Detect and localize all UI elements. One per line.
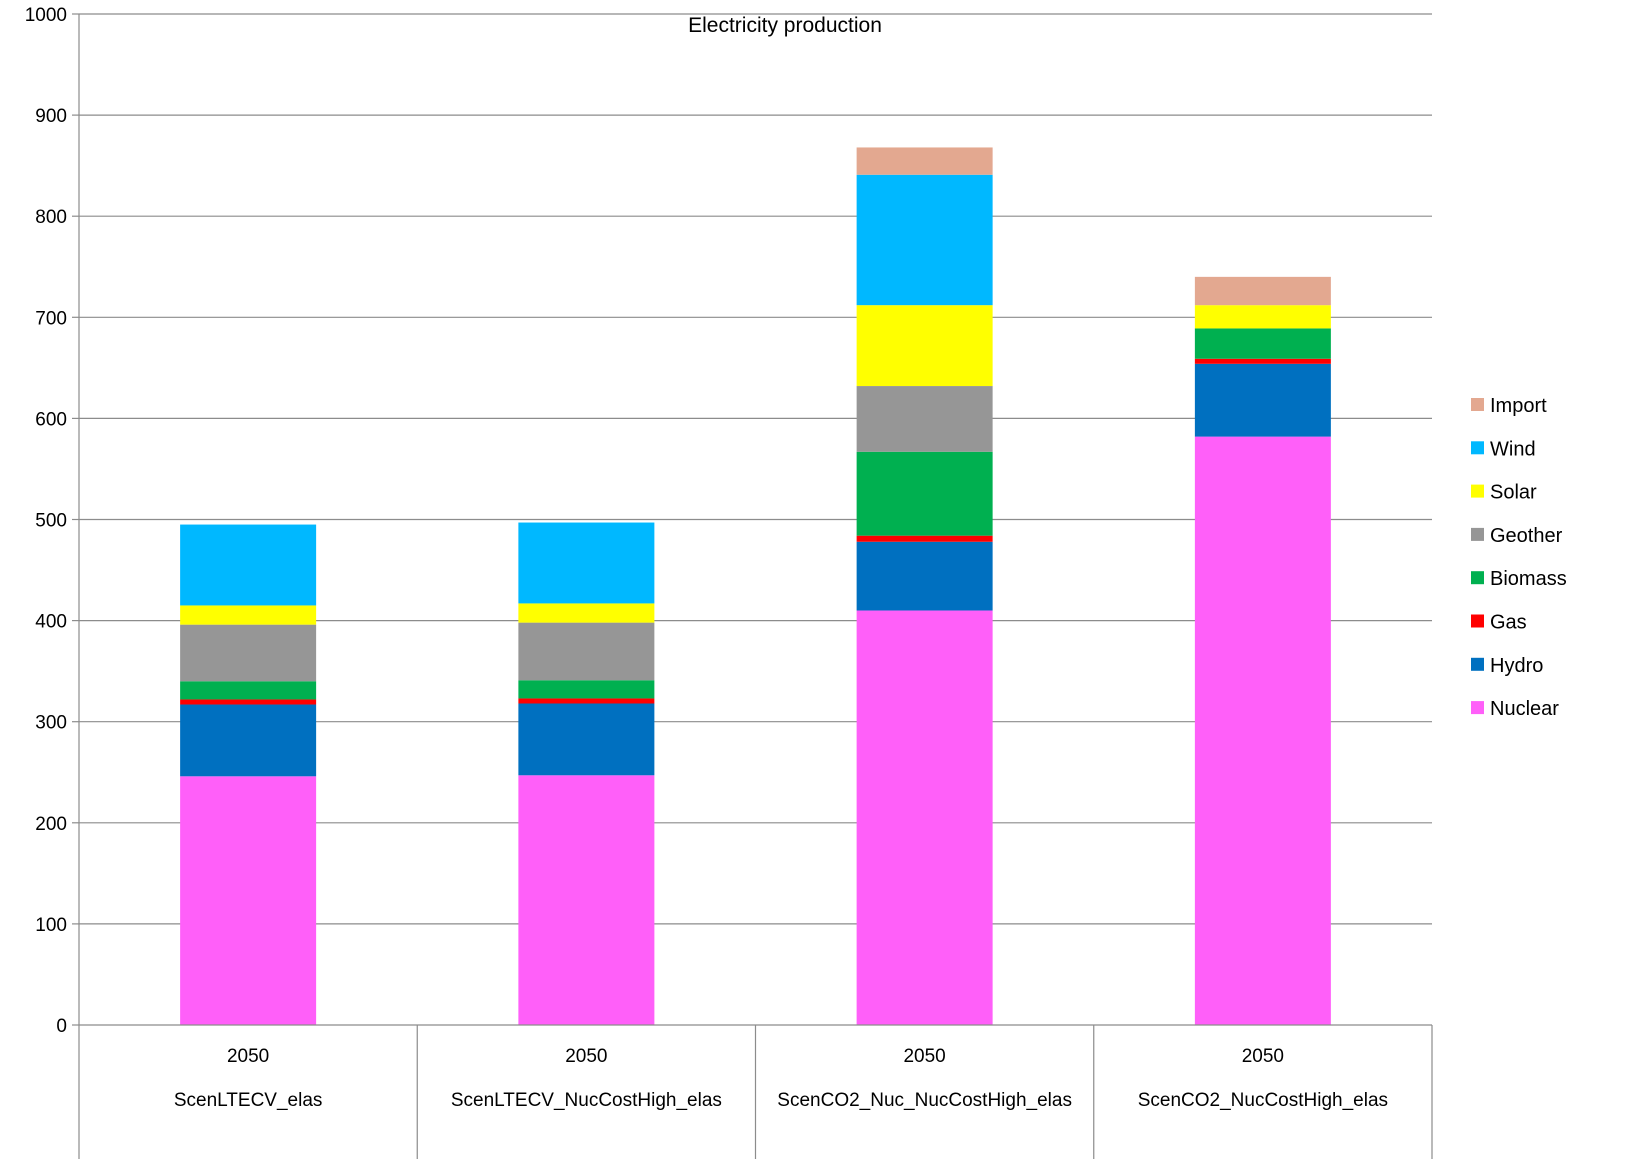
y-tick-label: 0 bbox=[56, 1016, 67, 1037]
bar-segment-hydro bbox=[518, 703, 655, 776]
bar-segment-biomass bbox=[518, 680, 655, 699]
legend-swatch-geother bbox=[1471, 527, 1484, 541]
bar-segment-geother bbox=[856, 386, 993, 452]
legend-label-geother: Geother bbox=[1490, 525, 1563, 547]
bar-segment-wind bbox=[856, 174, 993, 306]
bar-segment-import bbox=[1194, 276, 1331, 306]
bar-segment-solar bbox=[180, 605, 317, 625]
chart-title: Electricity production bbox=[688, 14, 882, 37]
y-tick-label: 700 bbox=[35, 308, 67, 329]
bar-segment-geother bbox=[518, 622, 655, 681]
bar-segment-hydro bbox=[1194, 363, 1331, 437]
legend-swatch-gas bbox=[1471, 614, 1484, 628]
x-category-year-label: 2050 bbox=[565, 1046, 607, 1067]
legend-swatch-wind bbox=[1471, 441, 1484, 455]
bar-segment-hydro bbox=[856, 541, 993, 611]
bar-segment-import bbox=[856, 147, 993, 175]
bar-segment-gas bbox=[180, 699, 317, 705]
bar-segment-nuclear bbox=[1194, 436, 1331, 1025]
bar-segment-biomass bbox=[856, 451, 993, 536]
x-category-table: 2050 ScenLTECV_elas 2050 ScenLTECV_NucCostH… bbox=[78, 1025, 1433, 1159]
y-tick-label: 600 bbox=[35, 409, 67, 430]
y-tick-label: 200 bbox=[35, 814, 67, 835]
legend-swatch-biomass bbox=[1471, 571, 1484, 585]
bar-segment-gas bbox=[1194, 358, 1331, 364]
x-category-year-label: 2050 bbox=[1242, 1046, 1284, 1067]
legend-label-gas: Gas bbox=[1490, 612, 1527, 634]
bar-segment-nuclear bbox=[856, 610, 993, 1025]
x-category-year-label: 2050 bbox=[903, 1046, 945, 1067]
bar-segment-geother bbox=[180, 624, 317, 682]
y-tick-label: 300 bbox=[35, 713, 67, 734]
legend-label-hydro: Hydro bbox=[1490, 655, 1543, 677]
legend-label-solar: Solar bbox=[1490, 482, 1537, 504]
legend-label-nuclear: Nuclear bbox=[1490, 698, 1559, 720]
legend-label-biomass: Biomass bbox=[1490, 568, 1567, 590]
x-category-scenario-label: ScenLTECV_elas bbox=[174, 1090, 323, 1111]
bar-segment-wind bbox=[518, 522, 655, 604]
legend-label-wind: Wind bbox=[1490, 438, 1536, 460]
y-tick-label: 400 bbox=[35, 612, 67, 633]
x-category-scenario-label: ScenLTECV_NucCostHigh_elas bbox=[451, 1090, 722, 1111]
legend-swatch-solar bbox=[1471, 484, 1484, 498]
legend-label-import: Import bbox=[1490, 395, 1547, 417]
bar-segment-gas bbox=[518, 698, 655, 704]
x-category-year-label: 2050 bbox=[227, 1046, 269, 1067]
bar-segment-solar bbox=[518, 603, 655, 623]
y-tick-label: 500 bbox=[35, 511, 67, 532]
y-tick-label: 800 bbox=[35, 207, 67, 228]
bar-segment-hydro bbox=[180, 704, 317, 777]
bars bbox=[180, 147, 1331, 1025]
bar-segment-nuclear bbox=[180, 776, 317, 1025]
y-tick-label: 900 bbox=[35, 106, 67, 127]
bar-segment-nuclear bbox=[518, 775, 655, 1025]
y-tick-labels: 0 100 200 300 400 500 600 700 800 900 1000 bbox=[25, 5, 67, 1037]
bar-segment-biomass bbox=[180, 681, 317, 700]
legend-swatch-nuclear bbox=[1471, 701, 1484, 715]
bar-segment-solar bbox=[856, 305, 993, 387]
y-tick-label: 100 bbox=[35, 915, 67, 936]
x-category-scenario-label: ScenCO2_Nuc_NucCostHigh_elas bbox=[777, 1090, 1072, 1111]
bar-segment-gas bbox=[856, 535, 993, 542]
legend-swatch-import bbox=[1471, 398, 1484, 411]
y-tick-label: 1000 bbox=[25, 5, 67, 26]
bar-segment-solar bbox=[1194, 305, 1331, 329]
legend: Import Wind Solar Geother Biomass Gas Hydro Nuc… bbox=[1471, 395, 1567, 720]
legend-swatch-hydro bbox=[1471, 657, 1484, 671]
x-category-scenario-label: ScenCO2_NucCostHigh_elas bbox=[1138, 1090, 1388, 1111]
bar-segment-biomass bbox=[1194, 328, 1331, 359]
bar-segment-wind bbox=[180, 524, 317, 606]
